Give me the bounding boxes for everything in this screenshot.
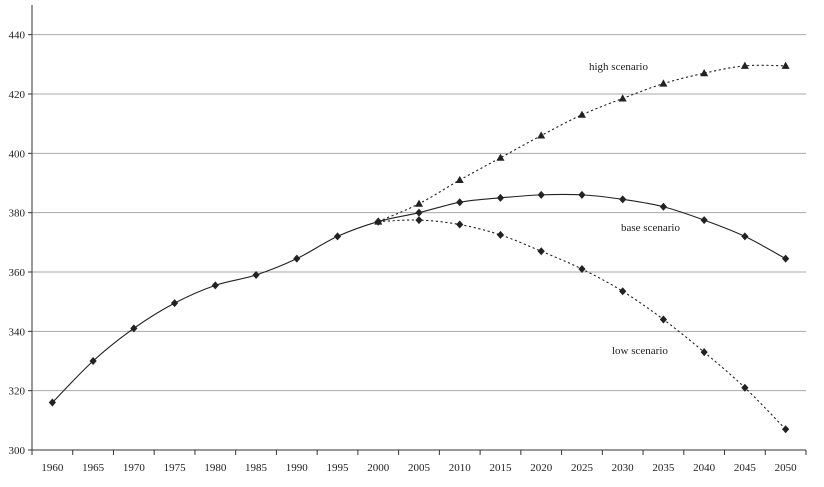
data-point-triangle	[577, 110, 586, 118]
series-lines	[51, 64, 787, 430]
axes: 300 320 340 360 380 400 420 440 1960 1965 1970 1975…	[9, 5, 807, 474]
data-point-diamond	[211, 281, 219, 290]
data-point-diamond	[374, 217, 382, 226]
y-tick-label: 380	[9, 208, 26, 220]
series-label-high: high scenario	[589, 61, 648, 73]
data-point-diamond	[782, 425, 790, 434]
x-tick-label: 1990	[286, 462, 309, 474]
data-point-diamond	[496, 230, 505, 239]
data-point-triangle	[415, 199, 423, 207]
x-tick-label: 1965	[82, 462, 105, 474]
data-point-diamond	[659, 202, 668, 211]
x-tick-label: 2050	[775, 462, 798, 474]
series-line-high	[378, 64, 786, 223]
y-tick-label: 440	[9, 30, 26, 42]
data-point-diamond	[619, 195, 627, 204]
data-point-diamond	[700, 216, 708, 225]
gridlines	[32, 34, 806, 392]
data-point-triangle	[740, 61, 749, 69]
data-point-diamond	[89, 357, 97, 365]
data-point-diamond	[252, 270, 260, 279]
x-tick-label: 2005	[408, 462, 431, 474]
data-point-diamond	[48, 398, 56, 407]
series-label-base: base scenario	[621, 222, 680, 234]
x-tick-label: 1960	[41, 462, 64, 474]
data-point-diamond	[293, 254, 301, 263]
data-point-diamond	[456, 220, 464, 229]
data-point-diamond	[415, 216, 423, 225]
data-point-diamond	[659, 315, 668, 324]
x-tick-label: 2010	[449, 462, 472, 474]
y-tick-label: 300	[9, 445, 26, 457]
x-tick-label: 2020	[530, 462, 553, 474]
x-tick-label: 2000	[367, 462, 390, 474]
data-point-triangle	[700, 69, 709, 77]
data-point-diamond	[700, 348, 708, 357]
data-point-diamond	[619, 287, 627, 296]
y-tick-label: 360	[9, 267, 26, 279]
data-point-diamond	[333, 232, 342, 241]
data-point-diamond	[782, 254, 790, 263]
x-tick-label: 1985	[245, 462, 268, 474]
x-tick-label: 2035	[652, 462, 675, 474]
data-points	[48, 61, 790, 434]
data-point-triangle	[537, 131, 546, 139]
x-tick-label: 2040	[693, 462, 716, 474]
series-label-low: low scenario	[612, 345, 668, 357]
data-point-diamond	[741, 232, 749, 241]
series-line-low	[378, 219, 787, 430]
data-point-triangle	[781, 61, 790, 69]
data-point-diamond	[130, 324, 138, 333]
y-tick-label: 400	[9, 148, 26, 160]
x-tick-label: 1995	[327, 462, 350, 474]
x-tick-label: 2025	[571, 462, 594, 474]
data-point-diamond	[456, 198, 464, 207]
x-tick-label: 1980	[204, 462, 227, 474]
x-tick-label: 1970	[123, 462, 146, 474]
data-point-diamond	[170, 299, 179, 308]
x-tick-label: 2015	[489, 462, 512, 474]
series-labels: high scenario base scenario low scenario	[589, 61, 680, 357]
data-point-diamond	[537, 190, 545, 199]
data-point-diamond	[741, 383, 749, 392]
x-tick-label: 2045	[734, 462, 757, 474]
y-tick-label: 320	[9, 386, 26, 398]
data-point-triangle	[659, 79, 668, 87]
x-tick-label: 2030	[612, 462, 635, 474]
data-point-triangle	[618, 94, 627, 102]
data-point-diamond	[578, 190, 586, 199]
y-tick-label: 340	[9, 326, 26, 338]
data-point-diamond	[537, 247, 545, 256]
y-tick-label: 420	[9, 89, 26, 101]
data-point-triangle	[455, 175, 464, 184]
data-point-diamond	[578, 265, 586, 274]
data-point-diamond	[415, 208, 423, 217]
x-tick-label: 1975	[164, 462, 187, 474]
data-point-triangle	[496, 153, 505, 161]
data-point-diamond	[496, 193, 505, 202]
